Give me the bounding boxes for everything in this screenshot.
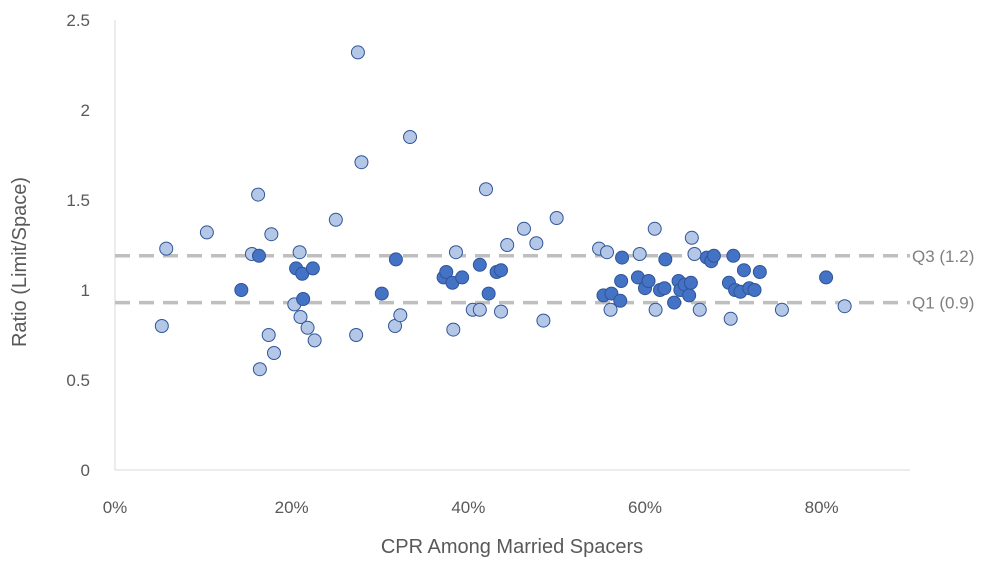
data-point-light: [549, 211, 564, 225]
data-point-light: [307, 333, 322, 348]
reference-line-label: Q3 (1.2): [912, 247, 974, 266]
data-point-light: [600, 245, 615, 260]
data-point-light: [632, 247, 647, 261]
data-point-dark: [615, 250, 630, 265]
data-point-light: [687, 247, 702, 261]
data-point-light: [529, 236, 544, 251]
data-point-light: [261, 328, 276, 342]
data-point-dark: [736, 263, 751, 278]
y-tick-label: 2: [81, 101, 90, 120]
x-tick-label: 0%: [103, 498, 128, 517]
data-point-light: [354, 155, 369, 170]
data-point-dark: [305, 261, 320, 276]
data-point-light: [774, 302, 789, 317]
x-tick-label: 20%: [275, 498, 309, 517]
data-point-light: [252, 362, 267, 377]
data-point-dark: [726, 248, 741, 263]
data-point-dark: [374, 286, 389, 301]
data-points: [154, 45, 852, 377]
data-point-dark: [682, 288, 697, 303]
y-axis-title: Ratio (Limit/Space): [9, 177, 31, 347]
data-point-dark: [706, 248, 721, 263]
data-point-light: [494, 304, 509, 319]
data-point-light: [264, 227, 279, 242]
data-point-dark: [439, 265, 454, 279]
data-point-light: [199, 225, 214, 240]
data-point-dark: [667, 295, 682, 310]
y-axis-ticks: 0 0.5 1 1.5 2 2.5: [66, 11, 90, 480]
x-axis-title: CPR Among Married Spacers: [381, 536, 643, 558]
y-tick-label: 2.5: [66, 11, 90, 30]
data-point-dark: [747, 283, 762, 297]
data-point-dark: [819, 270, 834, 285]
data-point-light: [516, 221, 531, 236]
data-point-light: [536, 313, 551, 328]
y-tick-label: 1: [81, 281, 90, 300]
data-point-light: [393, 308, 408, 323]
data-point-light: [154, 319, 169, 333]
data-point-dark: [481, 286, 496, 301]
data-point-light: [603, 302, 618, 317]
data-point-dark: [683, 275, 698, 290]
x-axis-ticks: 0% 20% 40% 60% 80%: [103, 498, 839, 517]
y-tick-label: 0: [81, 461, 90, 480]
data-point-dark: [752, 265, 767, 279]
data-point-light: [349, 328, 364, 342]
data-point-dark: [614, 274, 629, 288]
x-tick-label: 80%: [805, 498, 839, 517]
data-point-light: [328, 212, 343, 227]
data-point-dark: [388, 252, 403, 267]
data-point-light: [479, 182, 493, 197]
data-point-light: [472, 302, 487, 317]
data-point-light: [403, 130, 418, 144]
data-point-light: [446, 322, 461, 337]
data-point-light: [448, 245, 463, 260]
y-tick-label: 0.5: [66, 371, 90, 390]
data-point-light: [350, 45, 365, 60]
data-point-dark: [472, 257, 487, 272]
data-point-light: [300, 320, 315, 335]
data-point-light: [251, 187, 266, 202]
data-point-dark: [234, 283, 249, 297]
data-point-dark: [658, 252, 673, 267]
x-tick-label: 60%: [628, 498, 662, 517]
data-point-light: [159, 241, 174, 256]
data-point-dark: [657, 281, 672, 296]
data-point-dark: [494, 263, 509, 278]
data-point-dark: [613, 293, 628, 308]
data-point-light: [723, 311, 738, 326]
y-tick-label: 1.5: [66, 191, 90, 210]
data-point-light: [692, 302, 707, 317]
data-point-light: [647, 221, 662, 236]
data-point-light: [267, 346, 281, 360]
reference-line-label: Q1 (0.9): [912, 294, 974, 313]
data-point-light: [500, 238, 515, 252]
data-point-dark: [455, 270, 470, 285]
data-point-dark: [251, 248, 266, 263]
data-point-light: [648, 302, 663, 317]
data-point-light: [684, 230, 699, 245]
x-tick-label: 40%: [451, 498, 485, 517]
data-point-light: [837, 299, 852, 314]
data-point-light: [292, 245, 307, 260]
data-point-light: [293, 310, 308, 324]
data-point-dark: [641, 274, 656, 288]
data-point-dark: [296, 292, 311, 306]
